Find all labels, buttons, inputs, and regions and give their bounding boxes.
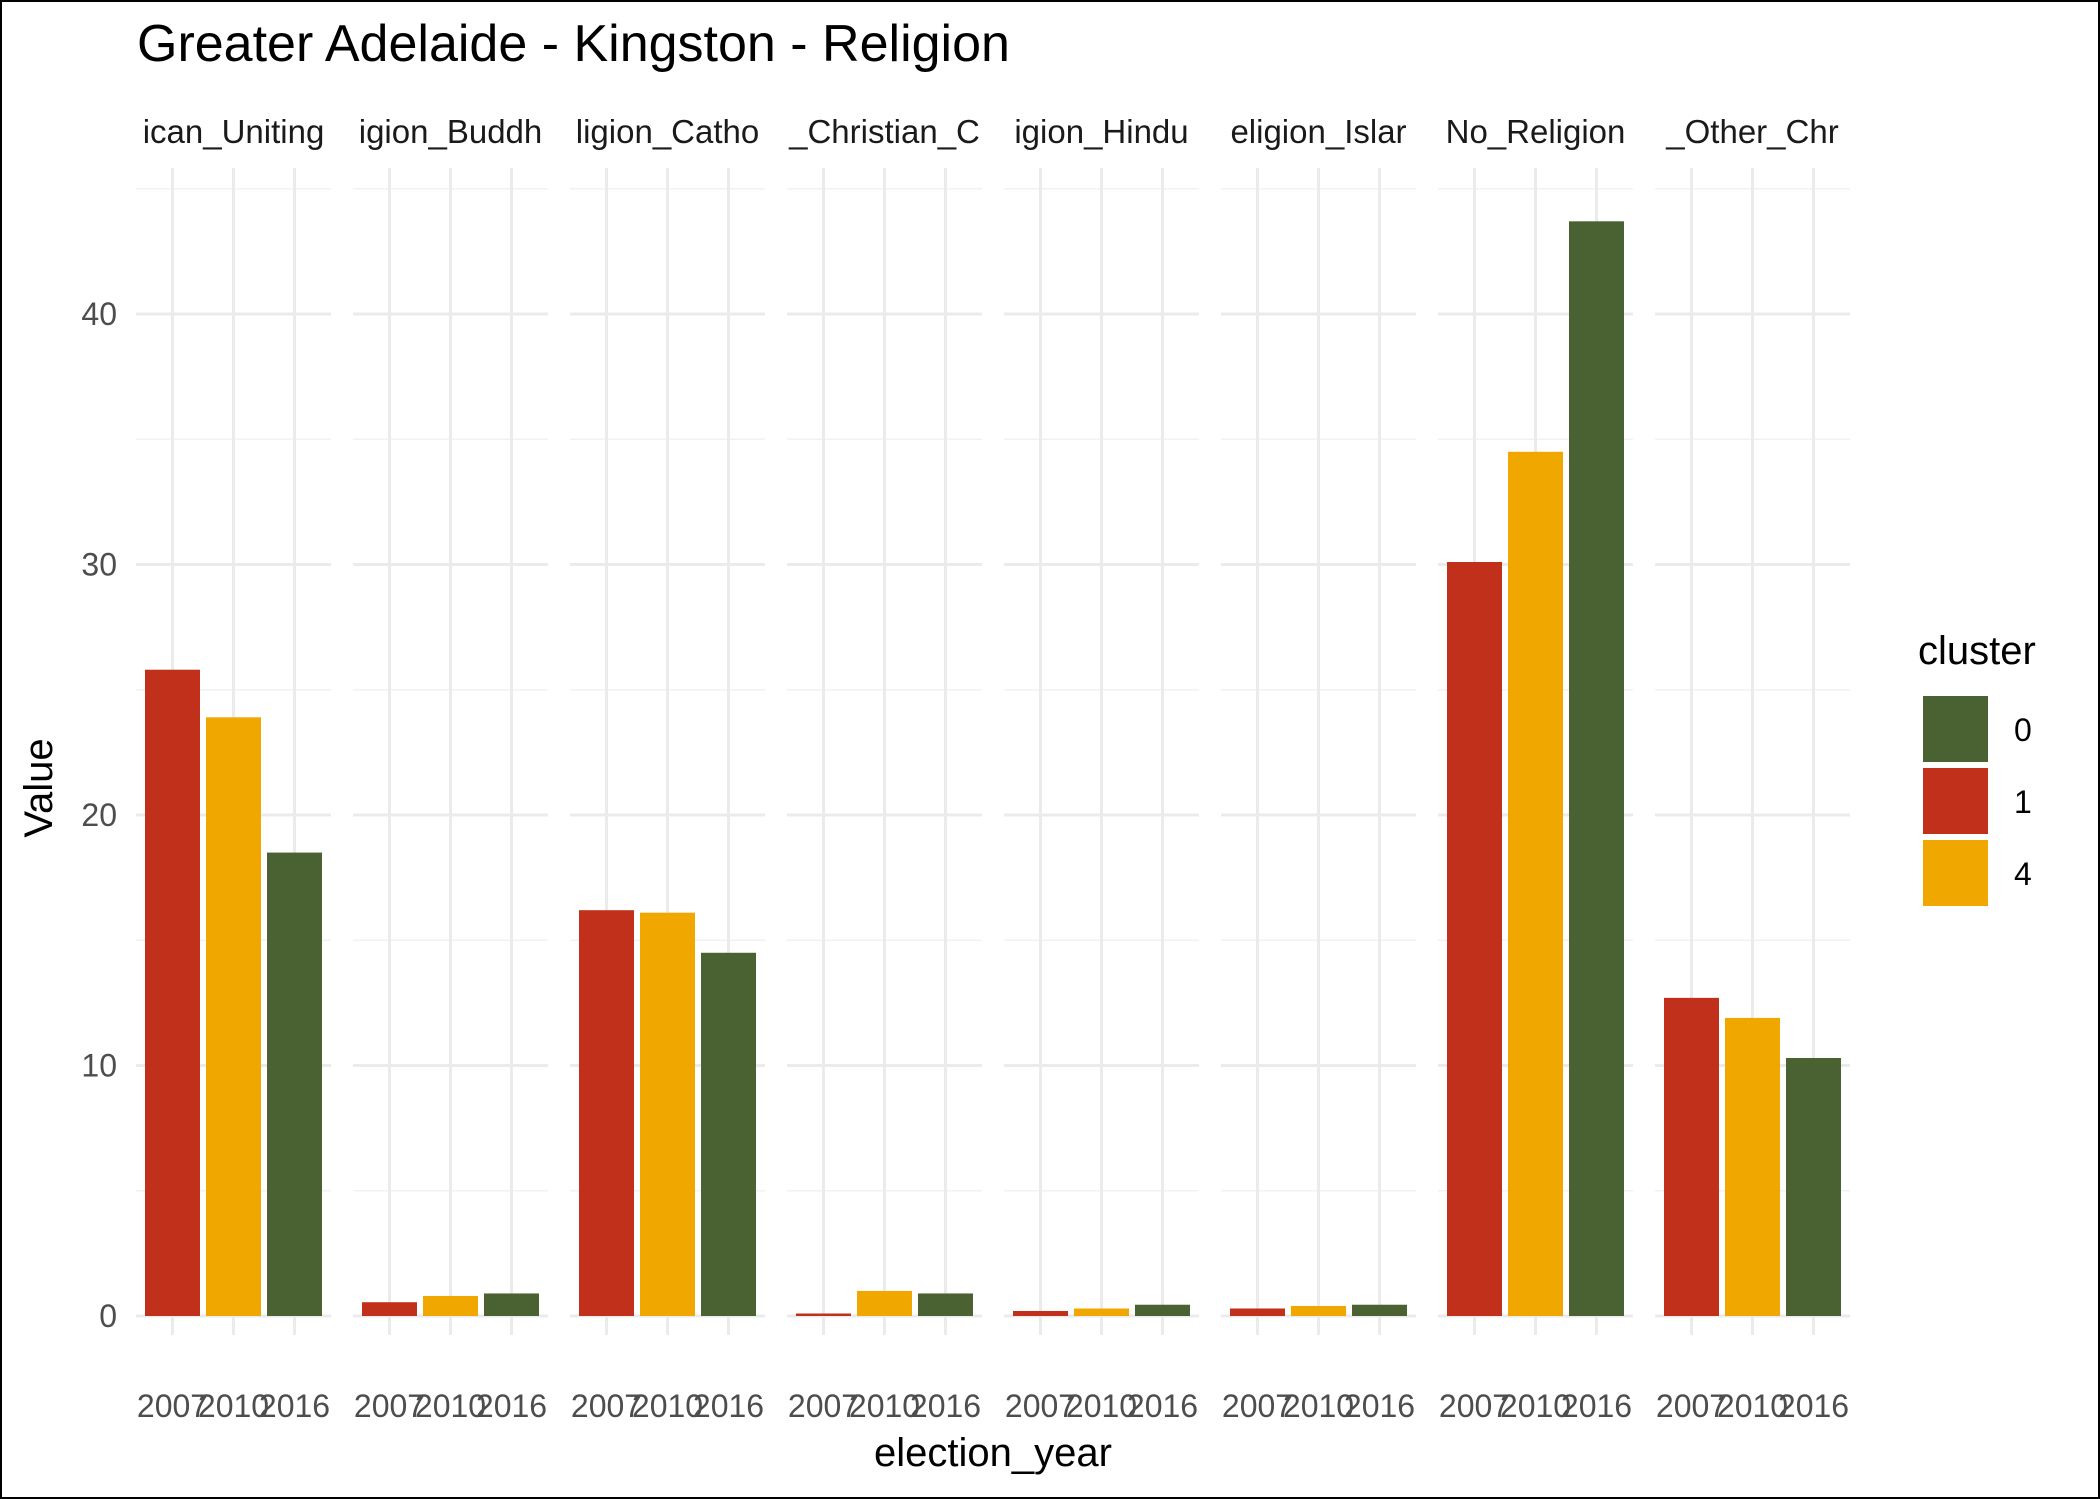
bar [701, 952, 756, 1316]
x-tick-label: 2007 [137, 1388, 208, 1424]
bar [579, 910, 634, 1316]
bar [918, 1293, 973, 1316]
facet-strip-label: eligion_Islar [1230, 113, 1406, 150]
x-tick-label: 2007 [1005, 1388, 1076, 1424]
bar [206, 717, 261, 1316]
x-tick-label: 2016 [693, 1388, 764, 1424]
facet-strip-label: ligion_Catho [576, 113, 759, 150]
x-tick-label: 2010 [1500, 1388, 1571, 1424]
x-tick-label: 2016 [259, 1388, 330, 1424]
facet-strip-label: ican_Uniting [143, 113, 325, 150]
x-tick-label: 2010 [1066, 1388, 1137, 1424]
facet-strip-label: igion_Hindu [1014, 113, 1188, 150]
y-tick-label: 20 [81, 797, 117, 833]
x-tick-label: 2007 [1656, 1388, 1727, 1424]
legend-label: 1 [2014, 784, 2032, 820]
x-tick-label: 2007 [571, 1388, 642, 1424]
chart-title: Greater Adelaide - Kingston - Religion [137, 15, 1010, 73]
bar [145, 669, 200, 1316]
legend-key [1923, 768, 1988, 834]
bar [796, 1313, 851, 1316]
legend-label: 0 [2014, 712, 2032, 748]
y-tick-label: 10 [81, 1048, 117, 1084]
bar [1508, 451, 1563, 1316]
x-tick-label: 2010 [849, 1388, 920, 1424]
bar [1074, 1308, 1129, 1316]
x-tick-label: 2010 [1283, 1388, 1354, 1424]
y-axis-ticks: 0 10 20 30 40 [81, 296, 117, 1334]
x-tick-label: 2007 [1439, 1388, 1510, 1424]
x-tick-label: 2010 [632, 1388, 703, 1424]
facet-strip-label: No_Religion [1446, 113, 1626, 150]
bar [1352, 1304, 1407, 1316]
x-tick-label: 2007 [354, 1388, 425, 1424]
x-tick-label: 2016 [1127, 1388, 1198, 1424]
bar [857, 1290, 912, 1316]
x-tick-label: 2016 [1561, 1388, 1632, 1424]
facet-strip-label: _Christian_C [788, 113, 980, 150]
y-axis-title: Value [17, 738, 61, 837]
x-tick-label: 2010 [198, 1388, 269, 1424]
bar [1291, 1305, 1346, 1316]
x-tick-label: 2016 [1778, 1388, 1849, 1424]
bar [1786, 1057, 1841, 1316]
legend-title: cluster [1918, 629, 2036, 673]
facet-panels: ican_Uniting200720102016igion_Buddh20072… [136, 113, 1850, 1424]
y-tick-label: 40 [81, 296, 117, 332]
bar [267, 852, 322, 1316]
x-tick-label: 2016 [910, 1388, 981, 1424]
x-tick-label: 2007 [1222, 1388, 1293, 1424]
x-tick-label: 2016 [1344, 1388, 1415, 1424]
x-tick-label: 2010 [1717, 1388, 1788, 1424]
bar [1725, 1017, 1780, 1316]
legend-label: 4 [2014, 856, 2032, 892]
facet-strip-label: _Other_Chr [1665, 113, 1838, 150]
bar [484, 1293, 539, 1316]
x-tick-label: 2016 [476, 1388, 547, 1424]
bar [1569, 221, 1624, 1317]
legend-key [1923, 696, 1988, 762]
bar [1230, 1308, 1285, 1316]
bar [1013, 1310, 1068, 1316]
facet-strip-label: igion_Buddh [359, 113, 543, 150]
bar [1447, 561, 1502, 1316]
bar [362, 1302, 417, 1316]
legend: cluster 0 1 4 [1918, 629, 2036, 906]
x-axis-title: election_year [874, 1431, 1112, 1475]
x-tick-label: 2007 [788, 1388, 859, 1424]
y-tick-label: 0 [99, 1298, 117, 1334]
y-tick-label: 30 [81, 547, 117, 583]
bar [1135, 1304, 1190, 1316]
bar [1664, 997, 1719, 1316]
x-tick-label: 2010 [415, 1388, 486, 1424]
bar [423, 1295, 478, 1316]
bar [640, 912, 695, 1316]
legend-key [1923, 840, 1988, 906]
